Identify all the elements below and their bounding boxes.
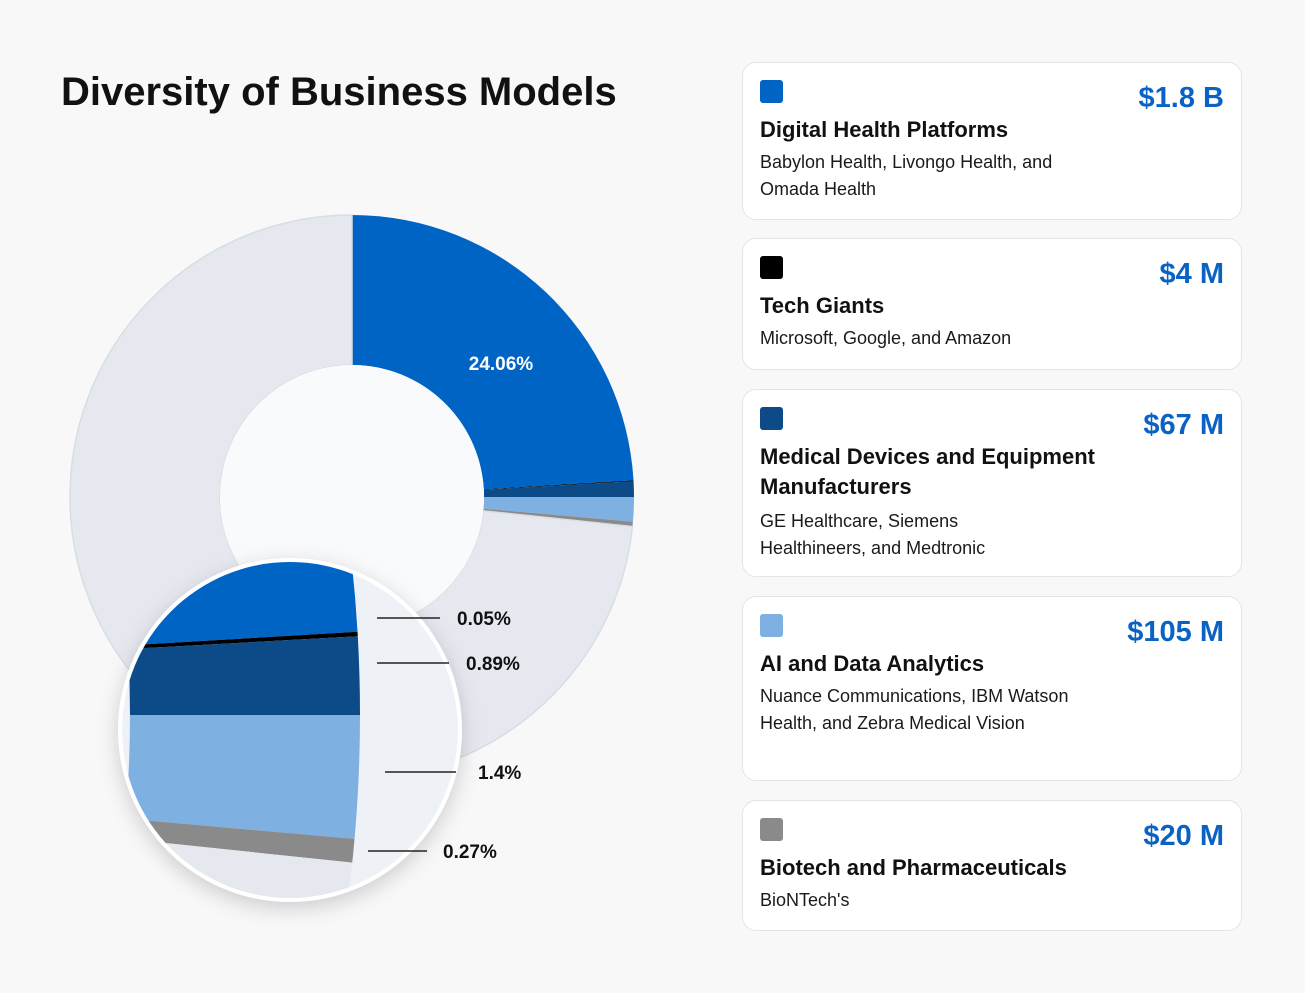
card-description: GE Healthcare, Siemens Healthineers, and…: [760, 511, 986, 558]
card-description: Nuance Communications, IBM Watson Health…: [760, 686, 1069, 733]
chart-title: Diversity of Business Models: [61, 70, 617, 114]
magnified-slice: [128, 636, 360, 715]
slice-label: 0.05%: [457, 609, 511, 630]
legend-swatch: [760, 818, 783, 841]
magnified-slice: [125, 715, 361, 839]
legend-card: $1.8 B Digital Health Platforms Babylon …: [742, 62, 1242, 220]
card-value: $105 M: [1127, 616, 1224, 648]
card-description: Microsoft, Google, and Amazon: [760, 328, 1012, 348]
legend-swatch: [760, 256, 783, 279]
slice-label: 0.27%: [443, 842, 497, 863]
card-value: $1.8 B: [1138, 82, 1224, 114]
donut-slice: [483, 481, 634, 497]
card-title: Tech Giants: [760, 293, 885, 318]
magnified-slice: [123, 818, 355, 863]
card-title: Biotech and Pharmaceuticals: [760, 855, 1067, 880]
donut-slice: [483, 497, 634, 522]
slice-label: 1.4%: [478, 763, 521, 784]
donut-slice: [483, 480, 634, 490]
legend-swatch: [760, 407, 783, 430]
card-value: $67 M: [1143, 409, 1224, 441]
donut-chart: 24.06% 0.05% 0.89% 1.4% 0.27%: [69, 214, 634, 902]
card-value: $20 M: [1143, 820, 1224, 852]
card-title: AI and Data Analytics: [760, 651, 985, 676]
card-title: Medical Devices and Equipment Manufactur…: [760, 444, 1095, 499]
card-description: Babylon Health, Livongo Health, and Omad…: [760, 152, 1053, 199]
card-value: $4 M: [1159, 258, 1224, 290]
magnified-slice: [127, 631, 358, 650]
legend-card: $67 M Medical Devices and Equipment Manu…: [742, 389, 1242, 577]
legend-card: $4 M Tech Giants Microsoft, Google, and …: [742, 238, 1242, 370]
legend-swatch: [760, 614, 783, 637]
card-title: Digital Health Platforms: [760, 117, 1009, 142]
legend-card: $105 M AI and Data Analytics Nuance Comm…: [742, 596, 1242, 781]
donut-slice: [352, 215, 634, 490]
legend-swatch: [760, 80, 783, 103]
slice-label: 0.89%: [466, 654, 520, 675]
legend-card: $20 M Biotech and Pharmaceuticals BioNTe…: [742, 800, 1242, 931]
slice-label: 24.06%: [469, 354, 534, 375]
card-description: BioNTech's: [760, 890, 850, 910]
